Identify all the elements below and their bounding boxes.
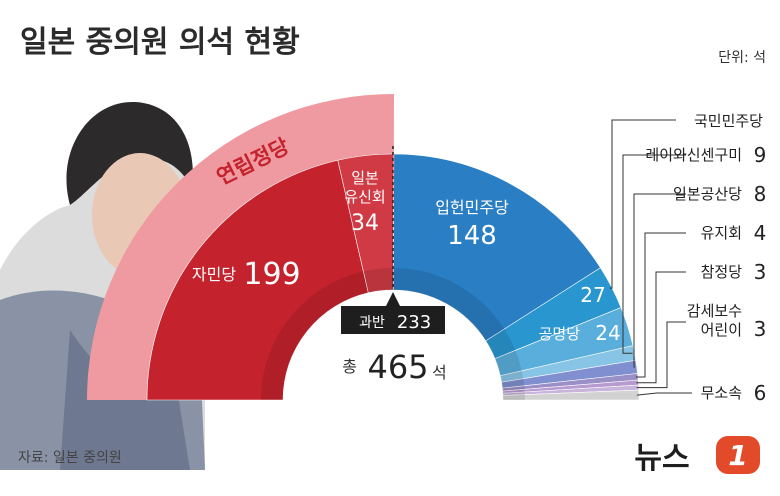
leader-line-레이와신센구미: [622, 154, 686, 354]
majority-marker: [341, 146, 445, 334]
total-suffix: 석: [432, 363, 447, 382]
leader-line-감세보수-어린이: [636, 321, 686, 389]
logo-mark: 1: [728, 439, 747, 472]
callout-dpfp-name: 국민민주당: [694, 112, 763, 130]
source-label: 자료: 일본 중의원: [18, 450, 122, 466]
ishin-name-line1: 일본: [351, 169, 379, 187]
ishin-value: 34: [351, 211, 379, 236]
callout-reiwa-value: 9: [754, 143, 767, 167]
leader-line-유지회: [635, 232, 686, 378]
callout-genzei-name-line2: 어린이: [701, 321, 742, 339]
unit-label: 단위: 석: [718, 50, 766, 66]
total-value: 465: [367, 348, 428, 386]
callout-genzei-name-line1: 감세보수: [687, 302, 742, 320]
total-prefix: 총: [342, 357, 357, 376]
majority-value: 233: [397, 312, 431, 333]
news1-logo: 뉴스 1: [634, 436, 760, 476]
cdp-value: 148: [447, 221, 497, 251]
arc-segment-무소속: [502, 389, 640, 401]
komeito-name: 공명당: [539, 325, 581, 343]
callout-independent-value: 6: [754, 381, 767, 405]
callout-sanseito-value: 3: [754, 260, 767, 284]
leader-line-일본공산당: [633, 193, 686, 368]
callout-jcp-value: 8: [754, 182, 767, 206]
arc-segment-자민당: [146, 159, 369, 401]
chart-arcs: [87, 93, 640, 401]
leader-line-참정당: [636, 271, 686, 384]
ldp-name: 자민당: [192, 265, 236, 284]
arc-segment-입헌민주당: [393, 153, 601, 342]
ishin-name-line2: 유신회: [344, 188, 385, 206]
leader-line-국민민주당: [609, 119, 676, 289]
logo-text: 뉴스: [634, 441, 689, 476]
dpfp-value: 27: [580, 283, 605, 307]
majority-label: 과반: [359, 315, 385, 331]
callout-independent-name: 무소속: [701, 384, 743, 402]
coalition-band: [87, 93, 395, 400]
komeito-value: 24: [595, 321, 620, 345]
callout-reiwa-name: 레이와신센구미: [645, 146, 742, 164]
callout-yushi-name: 유지회: [701, 224, 742, 242]
cdp-name: 입헌민주당: [435, 198, 509, 217]
chart-title: 일본 중의원 의석 현황: [20, 25, 300, 60]
inner-ring-shade: [261, 267, 525, 400]
callout-genzei-value: 3: [754, 317, 767, 341]
callout-jcp-name: 일본공산당: [673, 185, 742, 203]
callout-sanseito-name: 참정당: [701, 263, 743, 281]
callout-yushi-value: 4: [754, 221, 767, 245]
leader-lines: [609, 119, 692, 396]
ldp-value: 199: [243, 257, 300, 292]
leader-line-무소속: [636, 392, 692, 396]
